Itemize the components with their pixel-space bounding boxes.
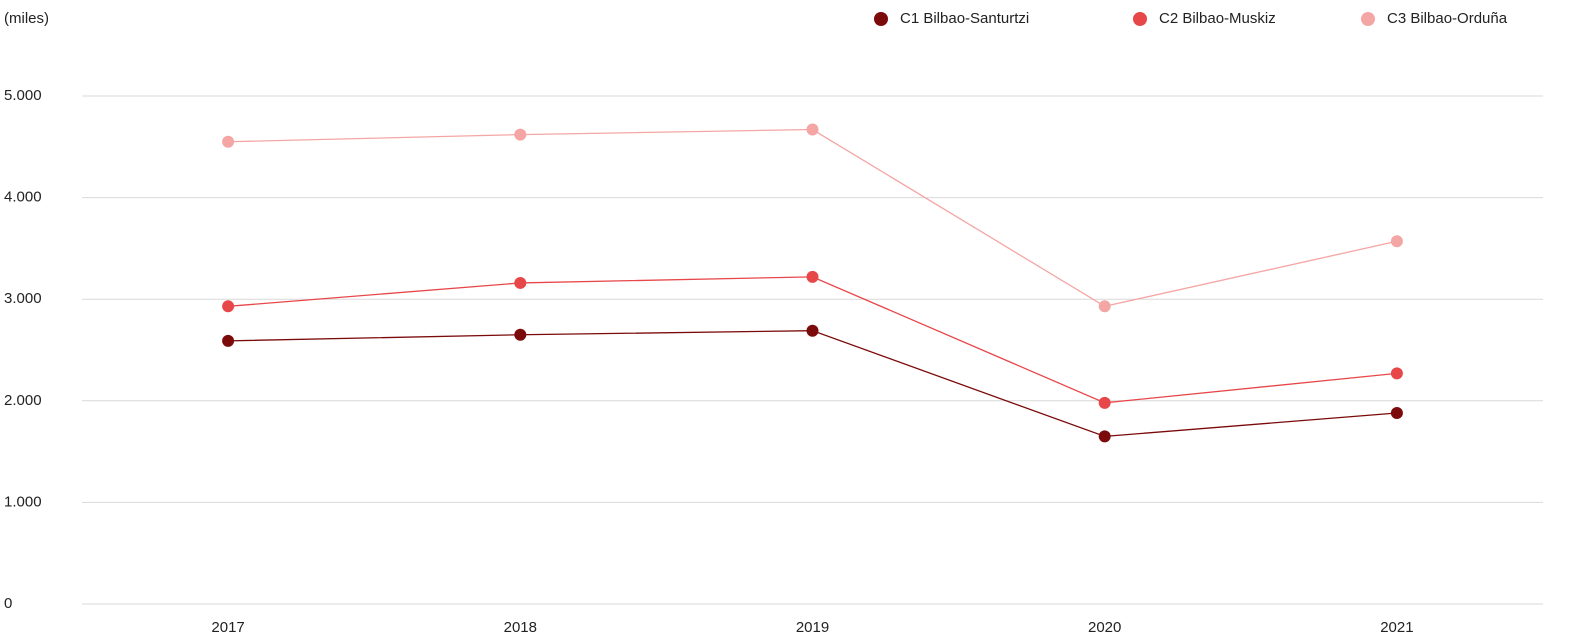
data-point [1098,430,1111,443]
data-point [222,334,235,347]
legend-label: C2 Bilbao-Muskiz [1159,10,1276,27]
y-tick-label: 5.000 [4,87,42,104]
x-tick-label: 2017 [211,619,244,636]
y-axis-label: (miles) [4,10,49,27]
y-tick-label: 3.000 [4,290,42,307]
x-tick-label: 2018 [504,619,537,636]
data-point [806,123,819,136]
data-point [1390,235,1403,248]
data-point [514,128,527,141]
legend-label: C1 Bilbao-Santurtzi [900,10,1029,27]
data-point [806,324,819,337]
legend-marker [874,12,888,26]
data-point [1098,300,1111,313]
y-tick-label: 4.000 [4,189,42,206]
y-tick-label: 1.000 [4,493,42,510]
x-tick-label: 2019 [796,619,829,636]
data-point [514,328,527,341]
legend-marker [1133,12,1147,26]
data-point [806,270,819,283]
data-point [1390,406,1403,419]
legend-marker [1361,12,1375,26]
x-tick-label: 2020 [1088,619,1121,636]
y-tick-label: 0 [4,595,12,612]
data-point [222,300,235,313]
data-point [1390,367,1403,380]
series-line [228,330,1397,438]
y-tick-label: 2.000 [4,392,42,409]
data-point [1098,396,1111,409]
data-point [222,135,235,148]
x-tick-label: 2021 [1380,619,1413,636]
legend-label: C3 Bilbao-Orduña [1387,10,1508,27]
data-point [514,276,527,289]
series-line [228,276,1397,404]
